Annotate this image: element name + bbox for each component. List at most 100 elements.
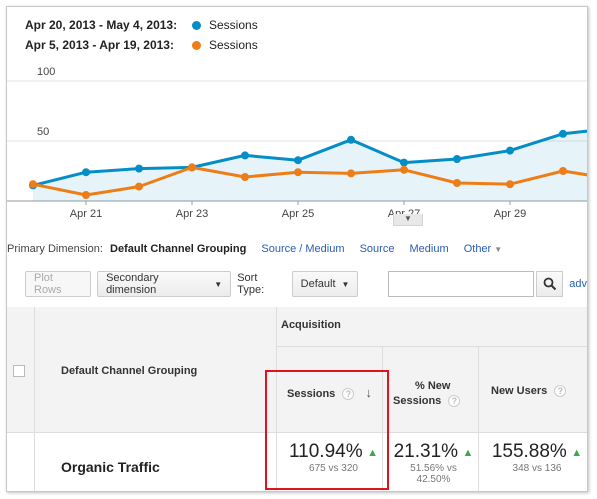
series-line-0: [32, 129, 587, 187]
chart-collapse-handle[interactable]: ▼: [393, 214, 423, 226]
plot-rows-button[interactable]: Plot Rows: [25, 271, 92, 297]
primary-dimension-selected: Default Channel Grouping: [110, 243, 247, 255]
arrow-up-icon: ▲: [367, 446, 378, 459]
table-search-input[interactable]: [388, 271, 535, 297]
help-icon[interactable]: ?: [554, 385, 567, 398]
series-line-1: [32, 165, 587, 197]
data-point-0-4: [241, 151, 249, 160]
x-tick-label: Apr 29: [494, 208, 526, 220]
row-new-users-cell: 155.88% ▲ 348 vs 136: [479, 433, 587, 491]
row-new-users-change-wrap: 155.88% ▲: [485, 441, 587, 463]
sort-type-value: Default: [300, 278, 336, 290]
data-point-1-9: [506, 180, 514, 189]
x-tick-label: Apr 23: [176, 208, 208, 220]
legend-row-previous: Apr 5, 2013 - Apr 19, 2013: Sessions: [25, 35, 258, 55]
data-point-1-8: [453, 179, 461, 187]
row-dimension-value: Organic Traffic: [61, 459, 160, 475]
data-point-1-3: [188, 163, 196, 172]
chevron-down-icon: ▼: [494, 245, 503, 254]
data-point-1-0: [29, 180, 37, 189]
sort-type-label: Sort Type:: [237, 272, 265, 296]
dimension-link-other[interactable]: Other ▼: [464, 243, 503, 255]
help-icon[interactable]: ?: [342, 388, 355, 401]
dimension-link-source-medium[interactable]: Source / Medium: [261, 243, 345, 255]
data-point-0-2: [135, 164, 143, 173]
legend-dot-previous: [192, 40, 201, 50]
legend-dot-current: [192, 20, 201, 30]
legend-range-previous: Apr 5, 2013 - Apr 19, 2013:: [25, 38, 174, 52]
arrow-up-icon: ▲: [462, 446, 474, 459]
chevron-down-icon: ▼: [214, 279, 223, 289]
secondary-dimension-dropdown[interactable]: Secondary dimension ▼: [97, 271, 232, 297]
data-point-1-2: [135, 182, 143, 191]
row-sessions-cell: 110.94% ▲ 675 vs 320: [277, 433, 383, 491]
row-sessions-change-wrap: 110.94% ▲: [285, 441, 382, 463]
column-header-new-sessions-line2-wrap: Sessions ?: [393, 394, 478, 409]
advanced-filter-link[interactable]: adv: [569, 278, 588, 290]
data-point-0-10: [559, 129, 567, 138]
row-sessions-compare: 675 vs 320: [309, 463, 358, 474]
data-point-0-7: [400, 158, 408, 167]
column-header-new-sessions-line1: % New: [415, 380, 451, 392]
legend-label-current: Sessions: [209, 18, 258, 32]
acquisition-group-label: Acquisition: [281, 319, 341, 331]
dimension-link-other-label: Other: [463, 243, 492, 255]
select-all-cell: [7, 307, 35, 433]
row-new-sessions-change-wrap: 21.31% ▲: [389, 441, 478, 463]
column-header-dimension[interactable]: Default Channel Grouping: [35, 307, 277, 433]
y-tick-label: 50: [37, 126, 49, 138]
data-point-1-1: [82, 191, 90, 199]
data-point-1-10: [559, 167, 567, 175]
column-header-sessions-label: Sessions: [287, 388, 336, 400]
data-point-1-6: [347, 169, 355, 178]
column-header-new-sessions[interactable]: % New Sessions ?: [383, 347, 479, 433]
x-tick-label: Apr 21: [70, 208, 102, 220]
column-header-sessions[interactable]: Sessions ? ↓: [277, 347, 383, 433]
dimension-link-source[interactable]: Source: [359, 243, 395, 255]
data-point-0-8: [453, 155, 461, 163]
column-group-acquisition: Acquisition: [277, 307, 587, 347]
row-new-users-change: 155.88%: [491, 441, 567, 462]
search-button[interactable]: [536, 271, 564, 297]
row-new-users-compare: 348 vs 136: [512, 463, 562, 474]
legend-label-previous: Sessions: [209, 38, 258, 52]
legend-row-current: Apr 20, 2013 - May 4, 2013: Sessions: [25, 15, 258, 35]
column-header-new-users[interactable]: New Users ?: [479, 347, 587, 433]
x-tick-label: Apr 25: [282, 208, 314, 220]
row-new-sessions-change: 21.31%: [393, 441, 459, 462]
column-header-new-sessions-line2: Sessions: [393, 395, 442, 407]
help-icon[interactable]: ?: [448, 395, 461, 408]
chart-legend: Apr 20, 2013 - May 4, 2013: Sessions Apr…: [25, 15, 258, 55]
data-point-0-6: [347, 135, 355, 144]
chevron-down-icon: ▼: [341, 279, 350, 289]
y-tick-label: 100: [37, 66, 55, 78]
row-sessions-change: 110.94%: [289, 441, 363, 462]
data-point-0-5: [294, 156, 302, 165]
row-new-sessions-compare-2: 42.50%: [416, 474, 451, 485]
sort-type-dropdown[interactable]: Default ▼: [291, 271, 359, 297]
primary-dimension-label: Primary Dimension:: [7, 243, 103, 255]
arrow-up-icon: ▲: [571, 446, 583, 459]
row-new-sessions-compare-1: 51.56% vs: [410, 463, 457, 474]
primary-dimension-bar: Primary Dimension: Default Channel Group…: [7, 243, 502, 255]
data-point-1-5: [294, 168, 302, 177]
dimension-link-medium[interactable]: Medium: [409, 243, 449, 255]
secondary-dimension-label: Secondary dimension: [106, 272, 159, 296]
highlight-annotation-box: [265, 370, 389, 490]
table-row-organic-traffic[interactable]: Organic Traffic: [35, 433, 277, 491]
table-toolbar: Plot Rows Secondary dimension ▼ Sort Typ…: [25, 271, 587, 297]
row-checkbox-cell: [7, 433, 35, 491]
data-point-0-9: [506, 146, 514, 155]
data-point-1-4: [241, 173, 249, 181]
search-icon: [543, 277, 556, 291]
data-point-0-1: [82, 168, 90, 177]
select-all-checkbox[interactable]: [13, 365, 25, 377]
report-table: Default Channel Grouping Acquisition Ses…: [7, 307, 587, 491]
column-header-dimension-label: Default Channel Grouping: [61, 365, 198, 377]
series-area-0: [33, 131, 587, 201]
legend-range-current: Apr 20, 2013 - May 4, 2013:: [25, 18, 178, 32]
sort-descending-icon: ↓: [365, 385, 372, 400]
column-header-new-users-label: New Users: [491, 385, 548, 397]
data-point-1-7: [400, 165, 408, 174]
